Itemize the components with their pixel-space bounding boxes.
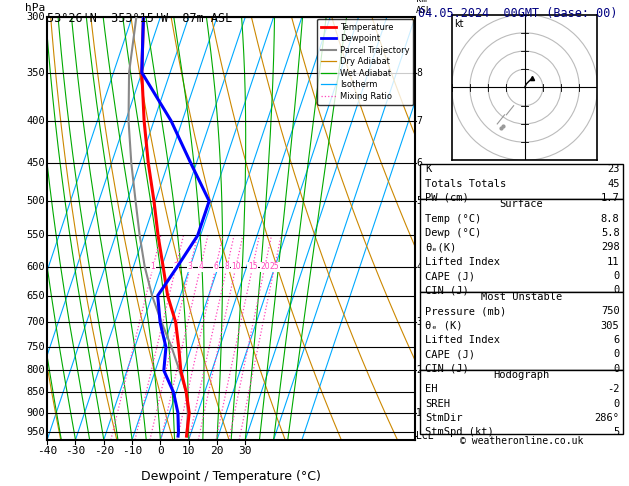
Text: LCL: LCL bbox=[416, 431, 434, 441]
Text: 20: 20 bbox=[210, 446, 224, 456]
Text: Most Unstable: Most Unstable bbox=[481, 292, 562, 302]
Text: 3: 3 bbox=[416, 317, 422, 327]
Text: 0: 0 bbox=[157, 446, 164, 456]
Text: K: K bbox=[425, 164, 431, 174]
Text: SREH: SREH bbox=[425, 399, 450, 409]
Text: CAPE (J): CAPE (J) bbox=[425, 349, 475, 359]
Text: Lifted Index: Lifted Index bbox=[425, 335, 500, 345]
Text: © weatheronline.co.uk: © weatheronline.co.uk bbox=[460, 436, 583, 446]
Text: hPa: hPa bbox=[25, 3, 45, 13]
Text: StmSpd (kt): StmSpd (kt) bbox=[425, 427, 494, 437]
Text: Dewpoint / Temperature (°C): Dewpoint / Temperature (°C) bbox=[142, 470, 321, 483]
Text: kt: kt bbox=[455, 19, 464, 29]
Text: 53°26'N  353°15'W  87m ASL: 53°26'N 353°15'W 87m ASL bbox=[47, 12, 233, 25]
Text: 6: 6 bbox=[213, 262, 218, 271]
Text: Pressure (mb): Pressure (mb) bbox=[425, 306, 506, 316]
Text: 8: 8 bbox=[416, 68, 422, 78]
Text: 2: 2 bbox=[416, 365, 422, 375]
Text: 298: 298 bbox=[601, 243, 620, 252]
Text: 11: 11 bbox=[607, 257, 620, 267]
Text: 4: 4 bbox=[416, 262, 422, 272]
Text: 2: 2 bbox=[174, 262, 179, 271]
Text: 3: 3 bbox=[187, 262, 192, 271]
Text: 04.05.2024  00GMT (Base: 00): 04.05.2024 00GMT (Base: 00) bbox=[418, 7, 618, 20]
Text: 600: 600 bbox=[26, 262, 45, 272]
Text: Dewp (°C): Dewp (°C) bbox=[425, 228, 481, 238]
Text: 500: 500 bbox=[26, 196, 45, 206]
Text: 45: 45 bbox=[607, 179, 620, 189]
Text: 15: 15 bbox=[248, 262, 257, 271]
Text: 0: 0 bbox=[613, 399, 620, 409]
Text: -30: -30 bbox=[65, 446, 86, 456]
Text: 10: 10 bbox=[182, 446, 196, 456]
Text: 7: 7 bbox=[416, 116, 422, 126]
Text: 650: 650 bbox=[26, 291, 45, 301]
Text: 0: 0 bbox=[613, 364, 620, 374]
Text: -2: -2 bbox=[607, 384, 620, 394]
Text: 20: 20 bbox=[260, 262, 270, 271]
Text: 350: 350 bbox=[26, 68, 45, 78]
Text: 1: 1 bbox=[151, 262, 155, 271]
Text: -40: -40 bbox=[37, 446, 57, 456]
Text: 950: 950 bbox=[26, 427, 45, 437]
Text: 4: 4 bbox=[198, 262, 203, 271]
Text: Surface: Surface bbox=[499, 199, 543, 209]
Text: CIN (J): CIN (J) bbox=[425, 285, 469, 295]
Text: 0: 0 bbox=[613, 349, 620, 359]
Text: θₑ (K): θₑ (K) bbox=[425, 321, 463, 330]
Text: 10: 10 bbox=[231, 262, 241, 271]
Text: -20: -20 bbox=[94, 446, 114, 456]
Text: Lifted Index: Lifted Index bbox=[425, 257, 500, 267]
Legend: Temperature, Dewpoint, Parcel Trajectory, Dry Adiabat, Wet Adiabat, Isotherm, Mi: Temperature, Dewpoint, Parcel Trajectory… bbox=[317, 18, 413, 105]
Text: 850: 850 bbox=[26, 387, 45, 397]
Text: Hodograph: Hodograph bbox=[493, 370, 550, 380]
Text: 6: 6 bbox=[613, 335, 620, 345]
Text: 5: 5 bbox=[416, 196, 422, 206]
Text: 6: 6 bbox=[416, 158, 422, 168]
Text: 700: 700 bbox=[26, 317, 45, 327]
Text: 0: 0 bbox=[613, 271, 620, 281]
Text: CIN (J): CIN (J) bbox=[425, 364, 469, 374]
Text: EH: EH bbox=[425, 384, 438, 394]
Text: θₑ(K): θₑ(K) bbox=[425, 243, 457, 252]
Text: 550: 550 bbox=[26, 230, 45, 241]
Text: 750: 750 bbox=[26, 342, 45, 352]
Text: 8: 8 bbox=[225, 262, 230, 271]
Text: 800: 800 bbox=[26, 365, 45, 375]
Text: 23: 23 bbox=[607, 164, 620, 174]
Text: CAPE (J): CAPE (J) bbox=[425, 271, 475, 281]
Text: Temp (°C): Temp (°C) bbox=[425, 214, 481, 224]
Text: Mixing Ratio (g/kg): Mixing Ratio (g/kg) bbox=[447, 225, 457, 317]
Text: 450: 450 bbox=[26, 158, 45, 168]
Text: 1: 1 bbox=[416, 408, 422, 418]
Text: 1.7: 1.7 bbox=[601, 193, 620, 203]
Text: PW (cm): PW (cm) bbox=[425, 193, 469, 203]
Text: Totals Totals: Totals Totals bbox=[425, 179, 506, 189]
Text: 8.8: 8.8 bbox=[601, 214, 620, 224]
Text: 305: 305 bbox=[601, 321, 620, 330]
Text: 286°: 286° bbox=[594, 413, 620, 423]
Text: 5.8: 5.8 bbox=[601, 228, 620, 238]
Text: 0: 0 bbox=[613, 285, 620, 295]
Text: 900: 900 bbox=[26, 408, 45, 418]
Text: 750: 750 bbox=[601, 306, 620, 316]
Text: -10: -10 bbox=[122, 446, 142, 456]
Text: 5: 5 bbox=[613, 427, 620, 437]
Text: 30: 30 bbox=[238, 446, 252, 456]
Text: 25: 25 bbox=[270, 262, 279, 271]
Text: StmDir: StmDir bbox=[425, 413, 463, 423]
Text: 400: 400 bbox=[26, 116, 45, 126]
Text: km
ASL: km ASL bbox=[416, 0, 432, 15]
Text: 300: 300 bbox=[26, 12, 45, 22]
